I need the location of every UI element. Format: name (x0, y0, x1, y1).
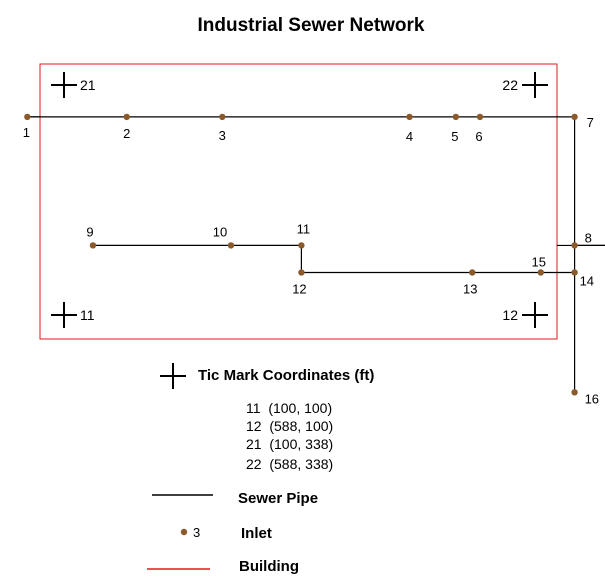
inlet-label: 3 (219, 128, 226, 143)
legend-building-label: Building (239, 558, 299, 575)
inlet-11 (298, 242, 305, 249)
inlet-12 (298, 269, 305, 276)
legend-tic-row-11: 11 (100, 100) (246, 400, 332, 416)
inlet-9 (89, 242, 97, 249)
tic-mark-label: 21 (80, 77, 96, 93)
inlet-15 (537, 269, 544, 276)
legend-inlet-label: Inlet (241, 525, 272, 542)
inlet-1 (24, 113, 31, 121)
tic-mark-12 (522, 302, 548, 328)
inlet-label: 4 (406, 129, 413, 144)
legend-tic-symbol (160, 363, 186, 389)
tic-mark-21 (51, 72, 77, 98)
inlet-3 (219, 113, 226, 121)
inlet-label: 6 (475, 129, 482, 144)
inlets-layer: 1234567891011121314151617 (23, 113, 599, 406)
map-title: Industrial Sewer Network (197, 15, 424, 36)
inlet-14 (571, 269, 578, 276)
inlet-label: 5 (451, 129, 458, 144)
inlet-13 (469, 269, 476, 276)
inlet-7 (571, 113, 578, 121)
tic-marks-layer: 21 22 11 12 (51, 72, 548, 328)
inlet-10 (227, 242, 235, 249)
tic-mark-label: 11 (80, 307, 95, 323)
inlet-2 (123, 113, 130, 121)
legend-pipe-label: Sewer Pipe (238, 490, 318, 507)
inlet-label: 14 (580, 273, 594, 288)
inlet-4 (406, 113, 413, 121)
inlet-label: 15 (532, 254, 546, 269)
inlet-label: 16 (585, 391, 599, 406)
inlet-label: 2 (123, 126, 130, 141)
inlet-5 (452, 113, 460, 121)
inlet-label: 13 (463, 281, 477, 296)
inlet-8 (571, 242, 578, 249)
inlet-16 (571, 389, 578, 396)
inlet-6 (476, 113, 484, 121)
legend-tic-title: Tic Mark Coordinates (ft) (198, 367, 374, 384)
sewer-pipe (93, 244, 575, 274)
tic-mark-label: 22 (502, 77, 518, 93)
inlet-label: 11 (297, 221, 311, 236)
inlet-label: 9 (86, 224, 93, 239)
inlet-label: 1 (23, 125, 30, 140)
legend-tic-row-21: 21 (100, 338) (246, 436, 333, 452)
tic-mark-22 (522, 72, 548, 98)
tic-mark-11 (51, 302, 77, 328)
legend: Tic Mark Coordinates (ft) 11 (100, 100) … (147, 363, 374, 575)
inlet-label: 7 (587, 115, 594, 130)
legend-inlet-symbol (180, 528, 188, 536)
tic-mark-label: 12 (502, 307, 518, 323)
inlet-label: 12 (292, 281, 306, 296)
legend-inlet-sample-label: 3 (193, 525, 200, 540)
legend-tic-row-22: 22 (588, 338) (246, 456, 333, 472)
sewer-pipes-layer (27, 116, 605, 393)
legend-tic-row-12: 12 (588, 100) (246, 418, 333, 434)
inlet-label: 10 (213, 224, 227, 239)
inlet-label: 8 (585, 230, 592, 245)
building-outline (39, 63, 558, 340)
